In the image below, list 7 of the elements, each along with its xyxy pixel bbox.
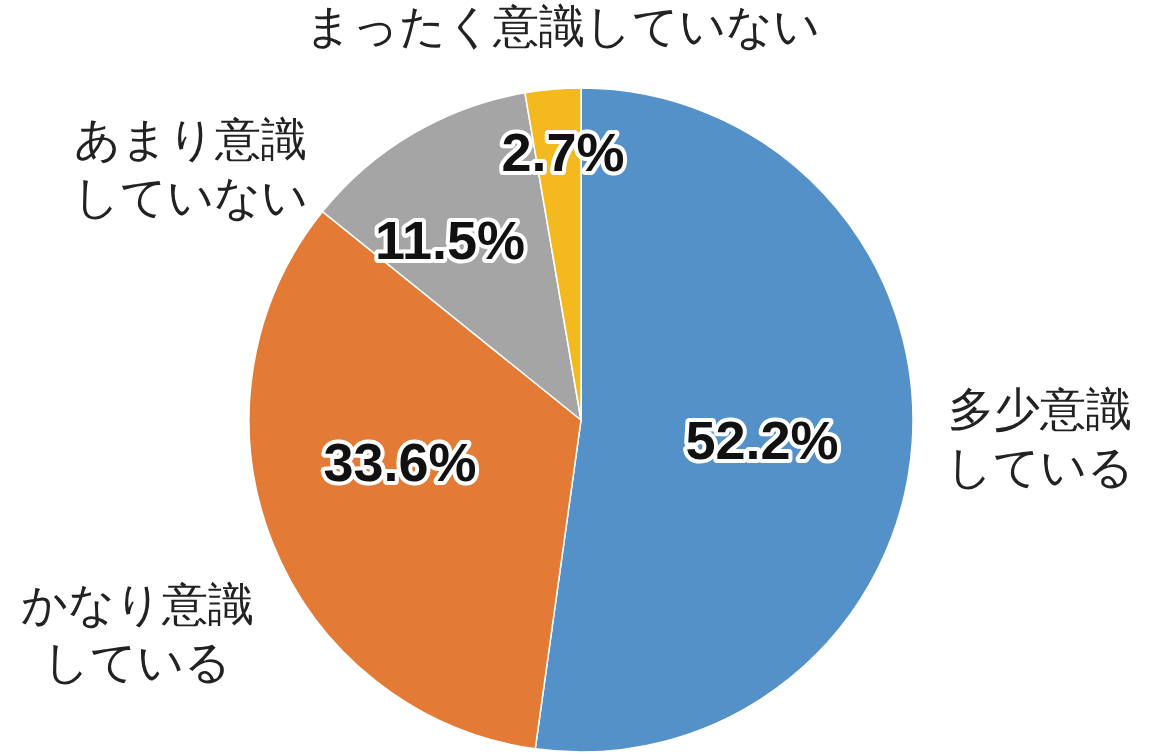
slice-label: あまり意識していない bbox=[72, 112, 308, 224]
slice-label: 多少意識している bbox=[946, 382, 1134, 494]
data-label: 52.2% bbox=[685, 410, 839, 470]
data-label: 33.6% bbox=[323, 432, 477, 492]
slice-label: まったく意識していない bbox=[304, 0, 820, 53]
data-label: 11.5% bbox=[374, 210, 526, 270]
slice-label: かなり意識している bbox=[20, 577, 254, 689]
